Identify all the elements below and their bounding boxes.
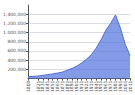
svg-text:1991: 1991 xyxy=(117,80,123,92)
svg-text:1941: 1941 xyxy=(93,80,99,92)
svg-text:800,000: 800,000 xyxy=(7,39,26,44)
svg-text:1921: 1921 xyxy=(84,80,89,92)
svg-text:1891: 1891 xyxy=(69,80,75,92)
svg-text:1931: 1931 xyxy=(88,80,94,92)
svg-text:1861: 1861 xyxy=(55,80,60,92)
svg-text:1831: 1831 xyxy=(40,80,46,92)
svg-text:200,000: 200,000 xyxy=(7,67,26,72)
svg-text:600,000: 600,000 xyxy=(7,48,26,53)
svg-text:1981: 1981 xyxy=(113,80,118,92)
svg-text:1871: 1871 xyxy=(59,80,65,92)
svg-text:1,000,000: 1,000,000 xyxy=(3,30,26,35)
svg-text:1951: 1951 xyxy=(98,80,104,92)
svg-text:2001: 2001 xyxy=(122,80,128,92)
svg-text:1821: 1821 xyxy=(35,80,41,92)
svg-text:1841: 1841 xyxy=(45,80,51,92)
svg-text:400,000: 400,000 xyxy=(7,58,26,63)
svg-text:1911: 1911 xyxy=(79,80,85,92)
svg-text:1851: 1851 xyxy=(50,80,56,92)
svg-text:1800: 1800 xyxy=(26,80,31,92)
svg-text:1,200,000: 1,200,000 xyxy=(3,21,26,26)
svg-text:1,400,000: 1,400,000 xyxy=(3,12,26,17)
svg-text:2011: 2011 xyxy=(128,80,133,92)
svg-text:1971: 1971 xyxy=(108,80,114,92)
svg-text:1901: 1901 xyxy=(74,80,80,92)
svg-text:1881: 1881 xyxy=(64,80,70,92)
svg-text:1961: 1961 xyxy=(103,80,109,92)
